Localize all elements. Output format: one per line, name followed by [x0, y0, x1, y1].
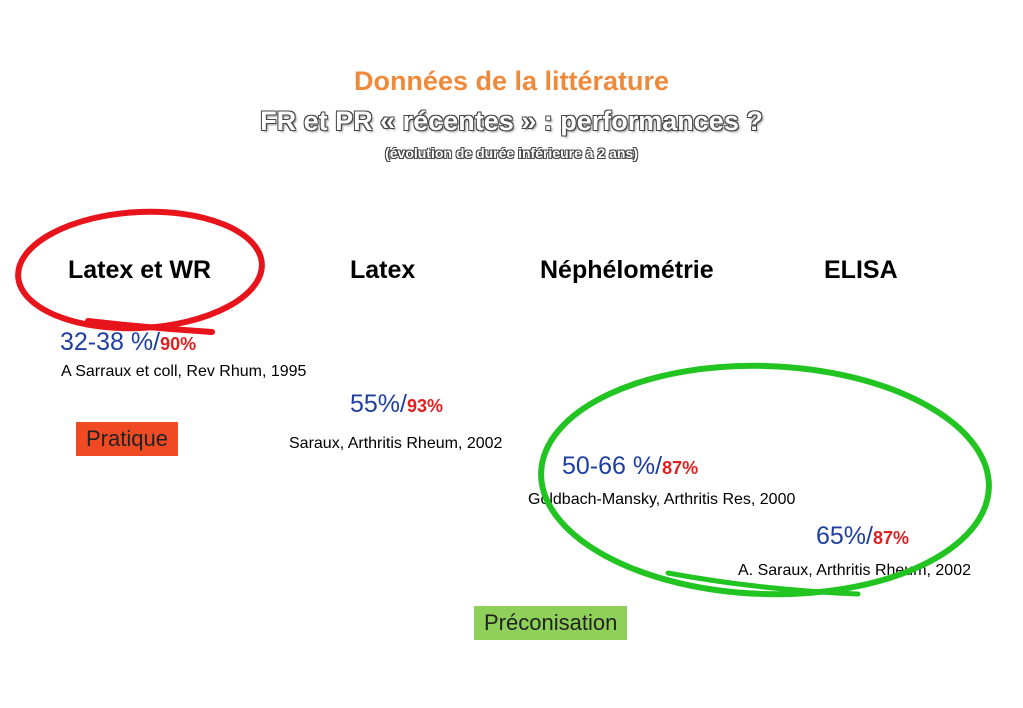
slide-title: Données de la littérature: [353, 66, 670, 96]
result-value-highlight: 93%: [406, 396, 444, 416]
column-header-nephelometrie: Néphélométrie: [540, 256, 714, 284]
result-value-main: 55%/: [350, 390, 407, 418]
result-value-main: 32-38 %/: [60, 328, 161, 356]
column-header-latex-wr: Latex et WR: [68, 256, 212, 284]
column-header-elisa: ELISA: [824, 256, 898, 284]
tag-pratique: Pratique: [76, 422, 178, 456]
result-reference-4: A. Saraux, Arthritis Rheum, 2002: [738, 562, 971, 579]
column-header-latex: Latex: [350, 256, 416, 284]
slide-subtitle: FR et PR « récentes » : performances ?: [260, 106, 763, 136]
result-reference-2: Saraux, Arthritis Rheum, 2002: [289, 435, 503, 452]
result-value-main: 50-66 %/: [562, 452, 663, 480]
result-value-4: 65%/87%: [816, 522, 909, 551]
result-value-highlight: 87%: [872, 528, 910, 548]
result-value-main: 65%/: [816, 522, 873, 550]
slide-note: (évolution de durée inférieure à 2 ans): [385, 145, 638, 161]
result-value-highlight: 87%: [662, 458, 699, 478]
tag-preconisation: Préconisation: [474, 606, 628, 640]
result-value-highlight: 90%: [160, 334, 197, 354]
result-value-3: 50-66 %/87%: [562, 452, 698, 481]
result-reference-1: A Sarraux et coll, Rev Rhum, 1995: [61, 363, 307, 380]
result-value-1: 32-38 %/90%: [60, 328, 196, 357]
result-reference-3: Goldbach-Mansky, Arthritis Res, 2000: [528, 491, 796, 508]
result-value-2: 55%/93%: [350, 390, 443, 419]
